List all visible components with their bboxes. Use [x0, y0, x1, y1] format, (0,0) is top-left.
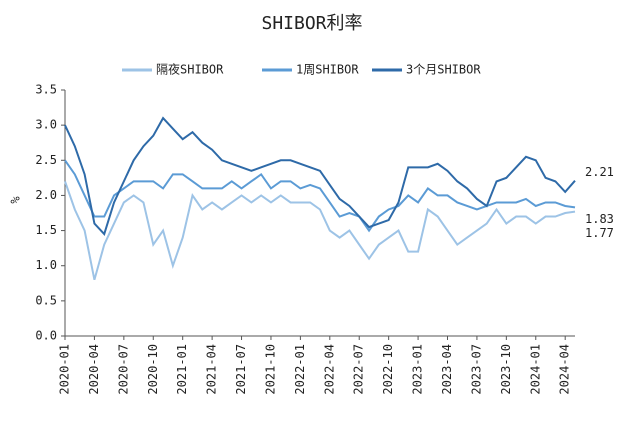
legend-label: 1周SHIBOR [296, 63, 359, 77]
x-tick-label: 2021-07 [234, 344, 248, 395]
y-tick-label: 2.0 [35, 188, 57, 202]
legend-label: 3个月SHIBOR [406, 63, 481, 77]
x-tick-label: 2021-10 [263, 344, 277, 395]
y-tick-label: 2.5 [35, 153, 57, 167]
y-tick-label: 3.5 [35, 83, 57, 97]
y-axis-label: % [9, 196, 23, 204]
x-tick-label: 2021-04 [205, 344, 219, 395]
x-tick-label: 2021-01 [175, 344, 189, 395]
x-tick-label: 2023-07 [469, 344, 483, 395]
end-label: 1.77 [585, 226, 614, 240]
x-tick-label: 2022-10 [381, 344, 395, 395]
end-label: 1.83 [585, 212, 614, 226]
x-tick-label: 2023-01 [411, 344, 425, 395]
legend-label: 隔夜SHIBOR [156, 62, 224, 77]
x-tick-label: 2023-04 [440, 344, 454, 395]
x-tick-label: 2020-10 [146, 344, 160, 395]
chart-title: SHIBOR利率 [261, 13, 362, 34]
series-line [64, 181, 576, 281]
x-tick-label: 2022-04 [322, 344, 336, 395]
end-label: 2.21 [585, 165, 614, 179]
x-tick-label: 2020-01 [58, 344, 72, 395]
y-tick-label: 1.0 [35, 258, 57, 272]
y-tick-label: 0.0 [35, 329, 57, 343]
x-tick-label: 2022-01 [293, 344, 307, 395]
y-tick-label: 3.0 [35, 118, 57, 132]
y-tick-label: 0.5 [35, 293, 57, 307]
series-line [64, 116, 576, 237]
x-tick-label: 2022-07 [352, 344, 366, 395]
y-tick-label: 1.5 [35, 223, 57, 237]
x-tick-label: 2020-04 [87, 344, 101, 395]
x-tick-label: 2023-10 [499, 344, 513, 395]
series-line [64, 159, 576, 233]
x-tick-label: 2020-07 [116, 344, 130, 395]
x-tick-label: 2024-01 [528, 344, 542, 395]
x-tick-label: 2024-04 [558, 344, 572, 395]
